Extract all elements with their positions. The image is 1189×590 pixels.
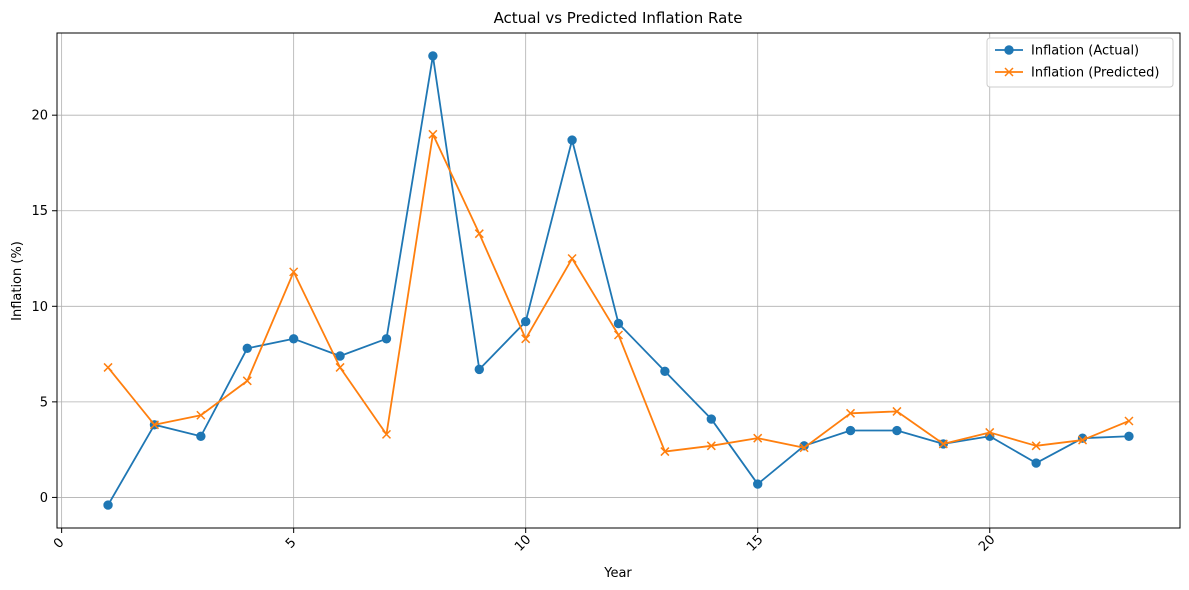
series-layer — [103, 51, 1134, 510]
legend: Inflation (Actual) Inflation (Predicted) — [986, 37, 1174, 88]
data-point-actual — [567, 135, 577, 145]
x-tick-label: 10 — [512, 532, 534, 554]
data-point-actual — [1031, 458, 1041, 468]
x-tick-label: 15 — [744, 532, 766, 554]
data-point-predicted — [474, 229, 484, 239]
data-point-predicted — [567, 253, 577, 264]
data-point-predicted — [892, 406, 902, 416]
data-point-predicted — [845, 408, 856, 418]
data-point-actual — [845, 425, 856, 436]
legend-marker-predicted — [1004, 67, 1014, 77]
y-axis-label: Inflation (%) — [10, 241, 25, 321]
data-point-actual — [706, 414, 717, 424]
data-point-actual — [1124, 431, 1134, 441]
data-point-predicted — [1124, 416, 1134, 426]
data-point-actual — [474, 364, 484, 375]
data-point-predicted — [1078, 435, 1088, 445]
data-point-actual — [103, 500, 113, 510]
x-axis: 0 5 10 15 20 — [51, 528, 998, 555]
y-tick-label: 0 — [40, 491, 48, 506]
series-line-predicted — [107, 133, 1130, 453]
data-point-actual — [288, 334, 299, 344]
data-point-actual — [428, 51, 438, 61]
legend-label-predicted: Inflation (Predicted) — [1031, 66, 1159, 81]
x-tick-label: 5 — [283, 535, 299, 551]
data-point-predicted — [196, 410, 206, 420]
data-point-predicted — [521, 334, 531, 344]
data-point-predicted — [706, 441, 716, 451]
series-line-actual — [107, 55, 1129, 506]
data-point-predicted — [660, 447, 670, 457]
data-point-predicted — [381, 429, 392, 439]
data-point-predicted — [753, 433, 763, 443]
data-point-predicted — [428, 129, 438, 139]
data-point-predicted — [335, 362, 345, 372]
legend-label-actual: Inflation (Actual) — [1031, 44, 1139, 59]
legend-box — [986, 37, 1174, 88]
data-point-actual — [520, 316, 531, 327]
data-point-predicted — [103, 362, 113, 372]
data-point-predicted — [1031, 441, 1041, 451]
chart-title: Actual vs Predicted Inflation Rate — [494, 9, 743, 27]
y-axis: 0 5 10 15 20 — [31, 109, 57, 506]
y-tick-label: 10 — [31, 300, 48, 315]
data-point-actual — [613, 318, 624, 329]
data-point-actual — [335, 351, 345, 361]
data-point-actual — [892, 425, 902, 436]
data-point-predicted — [613, 330, 624, 340]
legend-marker-actual — [1004, 45, 1014, 55]
x-axis-label: Year — [603, 566, 632, 581]
x-tick-label: 20 — [976, 532, 998, 554]
data-point-predicted — [985, 427, 995, 437]
data-point-predicted — [938, 439, 948, 449]
data-point-predicted — [289, 267, 299, 277]
y-tick-label: 20 — [31, 109, 48, 124]
plot-frame — [56, 32, 1181, 529]
grid — [57, 33, 1180, 528]
y-tick-label: 15 — [31, 204, 48, 219]
data-point-predicted — [799, 443, 809, 453]
y-tick-label: 5 — [40, 395, 48, 410]
data-point-actual — [381, 334, 392, 344]
data-point-predicted — [242, 376, 252, 386]
data-point-actual — [242, 343, 252, 354]
x-tick-label: 0 — [51, 535, 67, 551]
data-point-actual — [753, 479, 763, 489]
data-point-actual — [660, 366, 670, 376]
data-point-actual — [196, 431, 206, 441]
data-point-predicted — [149, 420, 159, 430]
